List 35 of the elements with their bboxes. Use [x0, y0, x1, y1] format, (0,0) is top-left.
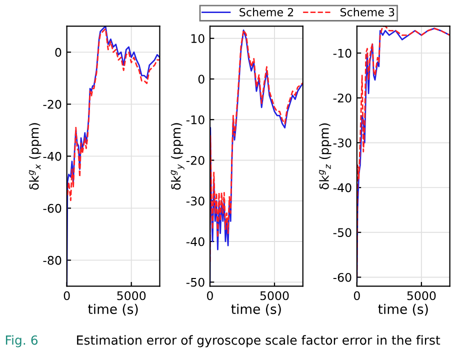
caption: Fig. 6 — [6, 335, 38, 348]
y-axis-title: δk$^{g}$$_{z}$ (ppm) — [319, 123, 332, 190]
y-tick-label: -10 — [186, 115, 204, 124]
y-axis-title: δk$^{g}$$_{x}$ (ppm) — [28, 123, 42, 190]
text: Estimation error of gyroscope scale factor error in the first — [77, 335, 440, 348]
y-tick-label: -20 — [43, 100, 62, 109]
x-tick-label: 0 — [207, 291, 213, 300]
y-tick-label: -30 — [186, 196, 204, 206]
y-tick-label: -60 — [333, 272, 352, 282]
x-tick-label: 5000 — [407, 291, 436, 300]
x-tick-label: 5000 — [117, 291, 146, 300]
x-tick-label: 5000 — [260, 291, 289, 300]
x-axis-title: time (s) — [231, 304, 281, 316]
y-tick-label: -80 — [43, 256, 62, 265]
y-tick-label: 0 — [198, 74, 204, 84]
y-tick-label: -20 — [186, 156, 204, 165]
y-tick-label: 0 — [55, 48, 62, 57]
x-axis-title: time (s) — [378, 304, 428, 316]
line-series — [66, 28, 160, 202]
x-tick-label: 0 — [64, 291, 70, 300]
y-tick-label: -50 — [333, 228, 352, 238]
y-tick-label: -40 — [186, 237, 204, 246]
y-tick-label: -60 — [43, 204, 62, 213]
y-tick-label: -30 — [333, 138, 352, 148]
y-axis-title: δk$^{g}$$_{y}$ (ppm) — [170, 123, 184, 190]
y-tick-label: -20 — [333, 94, 352, 103]
y-tick-label: 10 — [191, 34, 204, 44]
legend-label: Scheme 2 — [240, 8, 294, 16]
y-tick-label: -40 — [43, 152, 62, 161]
x-tick-label: 0 — [354, 291, 360, 300]
y-tick-label: -50 — [186, 278, 204, 287]
legend-label: Scheme 3 — [340, 8, 394, 16]
x-axis-title: time (s) — [88, 304, 138, 316]
y-tick-label: -10 — [333, 48, 352, 58]
y-tick-label: -40 — [333, 183, 352, 192]
